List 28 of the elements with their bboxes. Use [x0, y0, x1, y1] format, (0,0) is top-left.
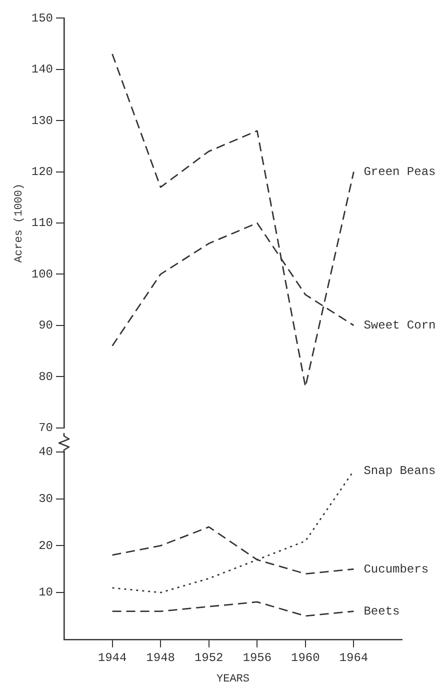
series-label: Snap Beans — [364, 464, 436, 478]
series-label: Green Peas — [364, 164, 436, 179]
y-tick-label: 30 — [38, 492, 53, 506]
line-series — [112, 53, 354, 388]
x-tick-label: 1960 — [291, 650, 320, 665]
y-tick-label: 130 — [31, 114, 53, 128]
series-label: Beets — [364, 604, 400, 618]
y-tick-label: 140 — [31, 62, 53, 77]
y-tick-label: 150 — [31, 11, 53, 26]
series-label: Cucumbers — [364, 562, 429, 576]
series-label: Sweet Corn — [364, 318, 436, 333]
y-tick-label: 70 — [38, 420, 53, 435]
x-tick-label: 1964 — [339, 650, 368, 665]
y-axis-title: Acres (1000) — [14, 183, 26, 263]
x-tick-label: 1952 — [194, 650, 224, 665]
x-tick-label: 1944 — [98, 650, 127, 665]
y-tick-label: 20 — [38, 538, 53, 553]
x-tick-label: 1956 — [242, 650, 272, 665]
y-tick-label: 80 — [38, 370, 53, 384]
y-tick-label: 40 — [38, 445, 53, 460]
y-tick-label: 110 — [31, 216, 53, 230]
y-tick-label: 100 — [31, 267, 53, 282]
y-tick-label: 90 — [38, 318, 53, 333]
y-tick-label: 10 — [38, 586, 53, 600]
x-axis-title: YEARS — [216, 673, 250, 686]
y-tick-label: 120 — [31, 164, 53, 179]
x-tick-label: 1948 — [146, 650, 175, 665]
line-series — [112, 601, 354, 617]
